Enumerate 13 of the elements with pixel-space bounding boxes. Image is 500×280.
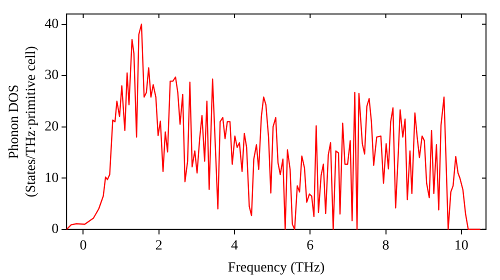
y-tick-label: 20	[44, 120, 59, 134]
y-tick-label: 10	[44, 170, 59, 186]
x-tick-label: 6	[306, 238, 314, 254]
x-tick-label: 10	[454, 238, 468, 254]
x-axis-title: Frequency (THz)	[228, 260, 326, 276]
y-axis-title: Phonon DOS (States/THz·primitive cell)	[7, 46, 39, 198]
y-tick-label: 0	[52, 222, 59, 238]
x-tick-label: 0	[80, 238, 87, 254]
x-tick-label: 4	[231, 238, 238, 254]
x-tick-label: 8	[382, 238, 390, 254]
y-tick-label: 40	[44, 16, 59, 32]
x-tick-label: 2	[155, 238, 162, 254]
y-tick-label: 30	[44, 68, 59, 84]
